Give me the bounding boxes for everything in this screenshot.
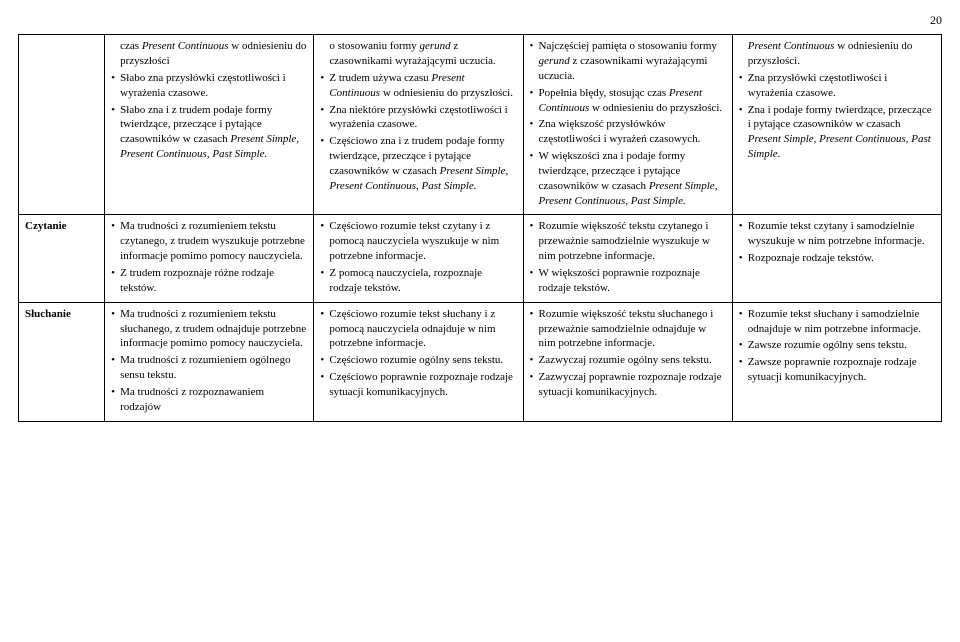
criteria-list: Zna przysłówki częstotliwości i wyrażeni… — [739, 71, 935, 162]
list-item: Słabo zna i z trudem podaje formy twierd… — [111, 103, 307, 162]
table-row: CzytanieMa trudności z rozumieniem tekst… — [19, 215, 942, 302]
list-item: W większości poprawnie rozpoznaje rodzaj… — [530, 266, 726, 296]
criteria-list: Słabo zna przysłówki częstotliwości i wy… — [111, 71, 307, 162]
table-row: SłuchanieMa trudności z rozumieniem teks… — [19, 302, 942, 421]
criteria-list: Rozumie tekst słuchany i samodzielnie od… — [739, 307, 935, 385]
list-item: Zna i podaje formy twierdzące, przeczące… — [739, 103, 935, 162]
criteria-list: Z trudem używa czasu Present Continuous … — [320, 71, 516, 194]
list-item: Zna większość przysłówków częstotliwości… — [530, 117, 726, 147]
criteria-table: czas Present Continuous w odniesieniu do… — [18, 34, 942, 421]
list-item: Częściowo rozumie tekst słuchany i z pom… — [320, 307, 516, 352]
list-item: Ma trudności z rozumieniem tekstu czytan… — [111, 219, 307, 264]
list-item: Częściowo zna i z trudem podaje formy tw… — [320, 134, 516, 193]
list-item: Ma trudności z rozumieniem ogólnego sens… — [111, 353, 307, 383]
list-item: W większości zna i podaje formy twierdzą… — [530, 149, 726, 208]
page-number: 20 — [18, 12, 942, 28]
list-item: Częściowo rozumie ogólny sens tekstu. — [320, 353, 516, 368]
list-item: Zazwyczaj poprawnie rozpoznaje rodzaje s… — [530, 370, 726, 400]
criteria-cell: Rozumie tekst czytany i samodzielnie wys… — [732, 215, 941, 302]
cell-intro: Present Continuous w odniesieniu do przy… — [739, 39, 935, 69]
table-row: czas Present Continuous w odniesieniu do… — [19, 35, 942, 215]
criteria-cell: Ma trudności z rozumieniem tekstu czytan… — [105, 215, 314, 302]
criteria-cell: o stosowaniu formy gerund z czasownikami… — [314, 35, 523, 215]
list-item: Zna niektóre przysłówki częstotliwości i… — [320, 103, 516, 133]
list-item: Popełnia błędy, stosując czas Present Co… — [530, 86, 726, 116]
criteria-cell: Present Continuous w odniesieniu do przy… — [732, 35, 941, 215]
list-item: Z pomocą nauczyciela, rozpoznaje rodzaje… — [320, 266, 516, 296]
criteria-list: Częściowo rozumie tekst słuchany i z pom… — [320, 307, 516, 400]
criteria-cell: Najczęściej pamięta o stosowaniu formy g… — [523, 35, 732, 215]
row-heading: Czytanie — [19, 215, 105, 302]
criteria-list: Częściowo rozumie tekst czytany i z pomo… — [320, 219, 516, 295]
criteria-cell: Rozumie większość tekstu słuchanego i pr… — [523, 302, 732, 421]
list-item: Zazwyczaj rozumie ogólny sens tekstu. — [530, 353, 726, 368]
cell-intro: czas Present Continuous w odniesieniu do… — [111, 39, 307, 69]
criteria-list: Ma trudności z rozumieniem tekstu czytan… — [111, 219, 307, 295]
row-heading — [19, 35, 105, 215]
list-item: Częściowo rozumie tekst czytany i z pomo… — [320, 219, 516, 264]
criteria-list: Rozumie większość tekstu czytanego i prz… — [530, 219, 726, 295]
criteria-list: Rozumie tekst czytany i samodzielnie wys… — [739, 219, 935, 266]
list-item: Najczęściej pamięta o stosowaniu formy g… — [530, 39, 726, 84]
list-item: Rozumie większość tekstu czytanego i prz… — [530, 219, 726, 264]
list-item: Ma trudności z rozumieniem tekstu słucha… — [111, 307, 307, 352]
criteria-cell: Częściowo rozumie tekst słuchany i z pom… — [314, 302, 523, 421]
criteria-list: Najczęściej pamięta o stosowaniu formy g… — [530, 39, 726, 208]
criteria-list: Rozumie większość tekstu słuchanego i pr… — [530, 307, 726, 400]
criteria-cell: czas Present Continuous w odniesieniu do… — [105, 35, 314, 215]
criteria-cell: Ma trudności z rozumieniem tekstu słucha… — [105, 302, 314, 421]
list-item: Zna przysłówki częstotliwości i wyrażeni… — [739, 71, 935, 101]
list-item: Zawsze rozumie ogólny sens tekstu. — [739, 338, 935, 353]
list-item: Rozumie tekst słuchany i samodzielnie od… — [739, 307, 935, 337]
list-item: Rozumie większość tekstu słuchanego i pr… — [530, 307, 726, 352]
list-item: Ma trudności z rozpoznawaniem rodzajów — [111, 385, 307, 415]
list-item: Zawsze poprawnie rozpoznaje rodzaje sytu… — [739, 355, 935, 385]
cell-intro: o stosowaniu formy gerund z czasownikami… — [320, 39, 516, 69]
list-item: Rozpoznaje rodzaje tekstów. — [739, 251, 935, 266]
criteria-cell: Rozumie tekst słuchany i samodzielnie od… — [732, 302, 941, 421]
list-item: Słabo zna przysłówki częstotliwości i wy… — [111, 71, 307, 101]
criteria-cell: Częściowo rozumie tekst czytany i z pomo… — [314, 215, 523, 302]
list-item: Z trudem rozpoznaje różne rodzaje tekstó… — [111, 266, 307, 296]
criteria-cell: Rozumie większość tekstu czytanego i prz… — [523, 215, 732, 302]
list-item: Z trudem używa czasu Present Continuous … — [320, 71, 516, 101]
list-item: Częściowo poprawnie rozpoznaje rodzaje s… — [320, 370, 516, 400]
criteria-list: Ma trudności z rozumieniem tekstu słucha… — [111, 307, 307, 415]
list-item: Rozumie tekst czytany i samodzielnie wys… — [739, 219, 935, 249]
row-heading: Słuchanie — [19, 302, 105, 421]
